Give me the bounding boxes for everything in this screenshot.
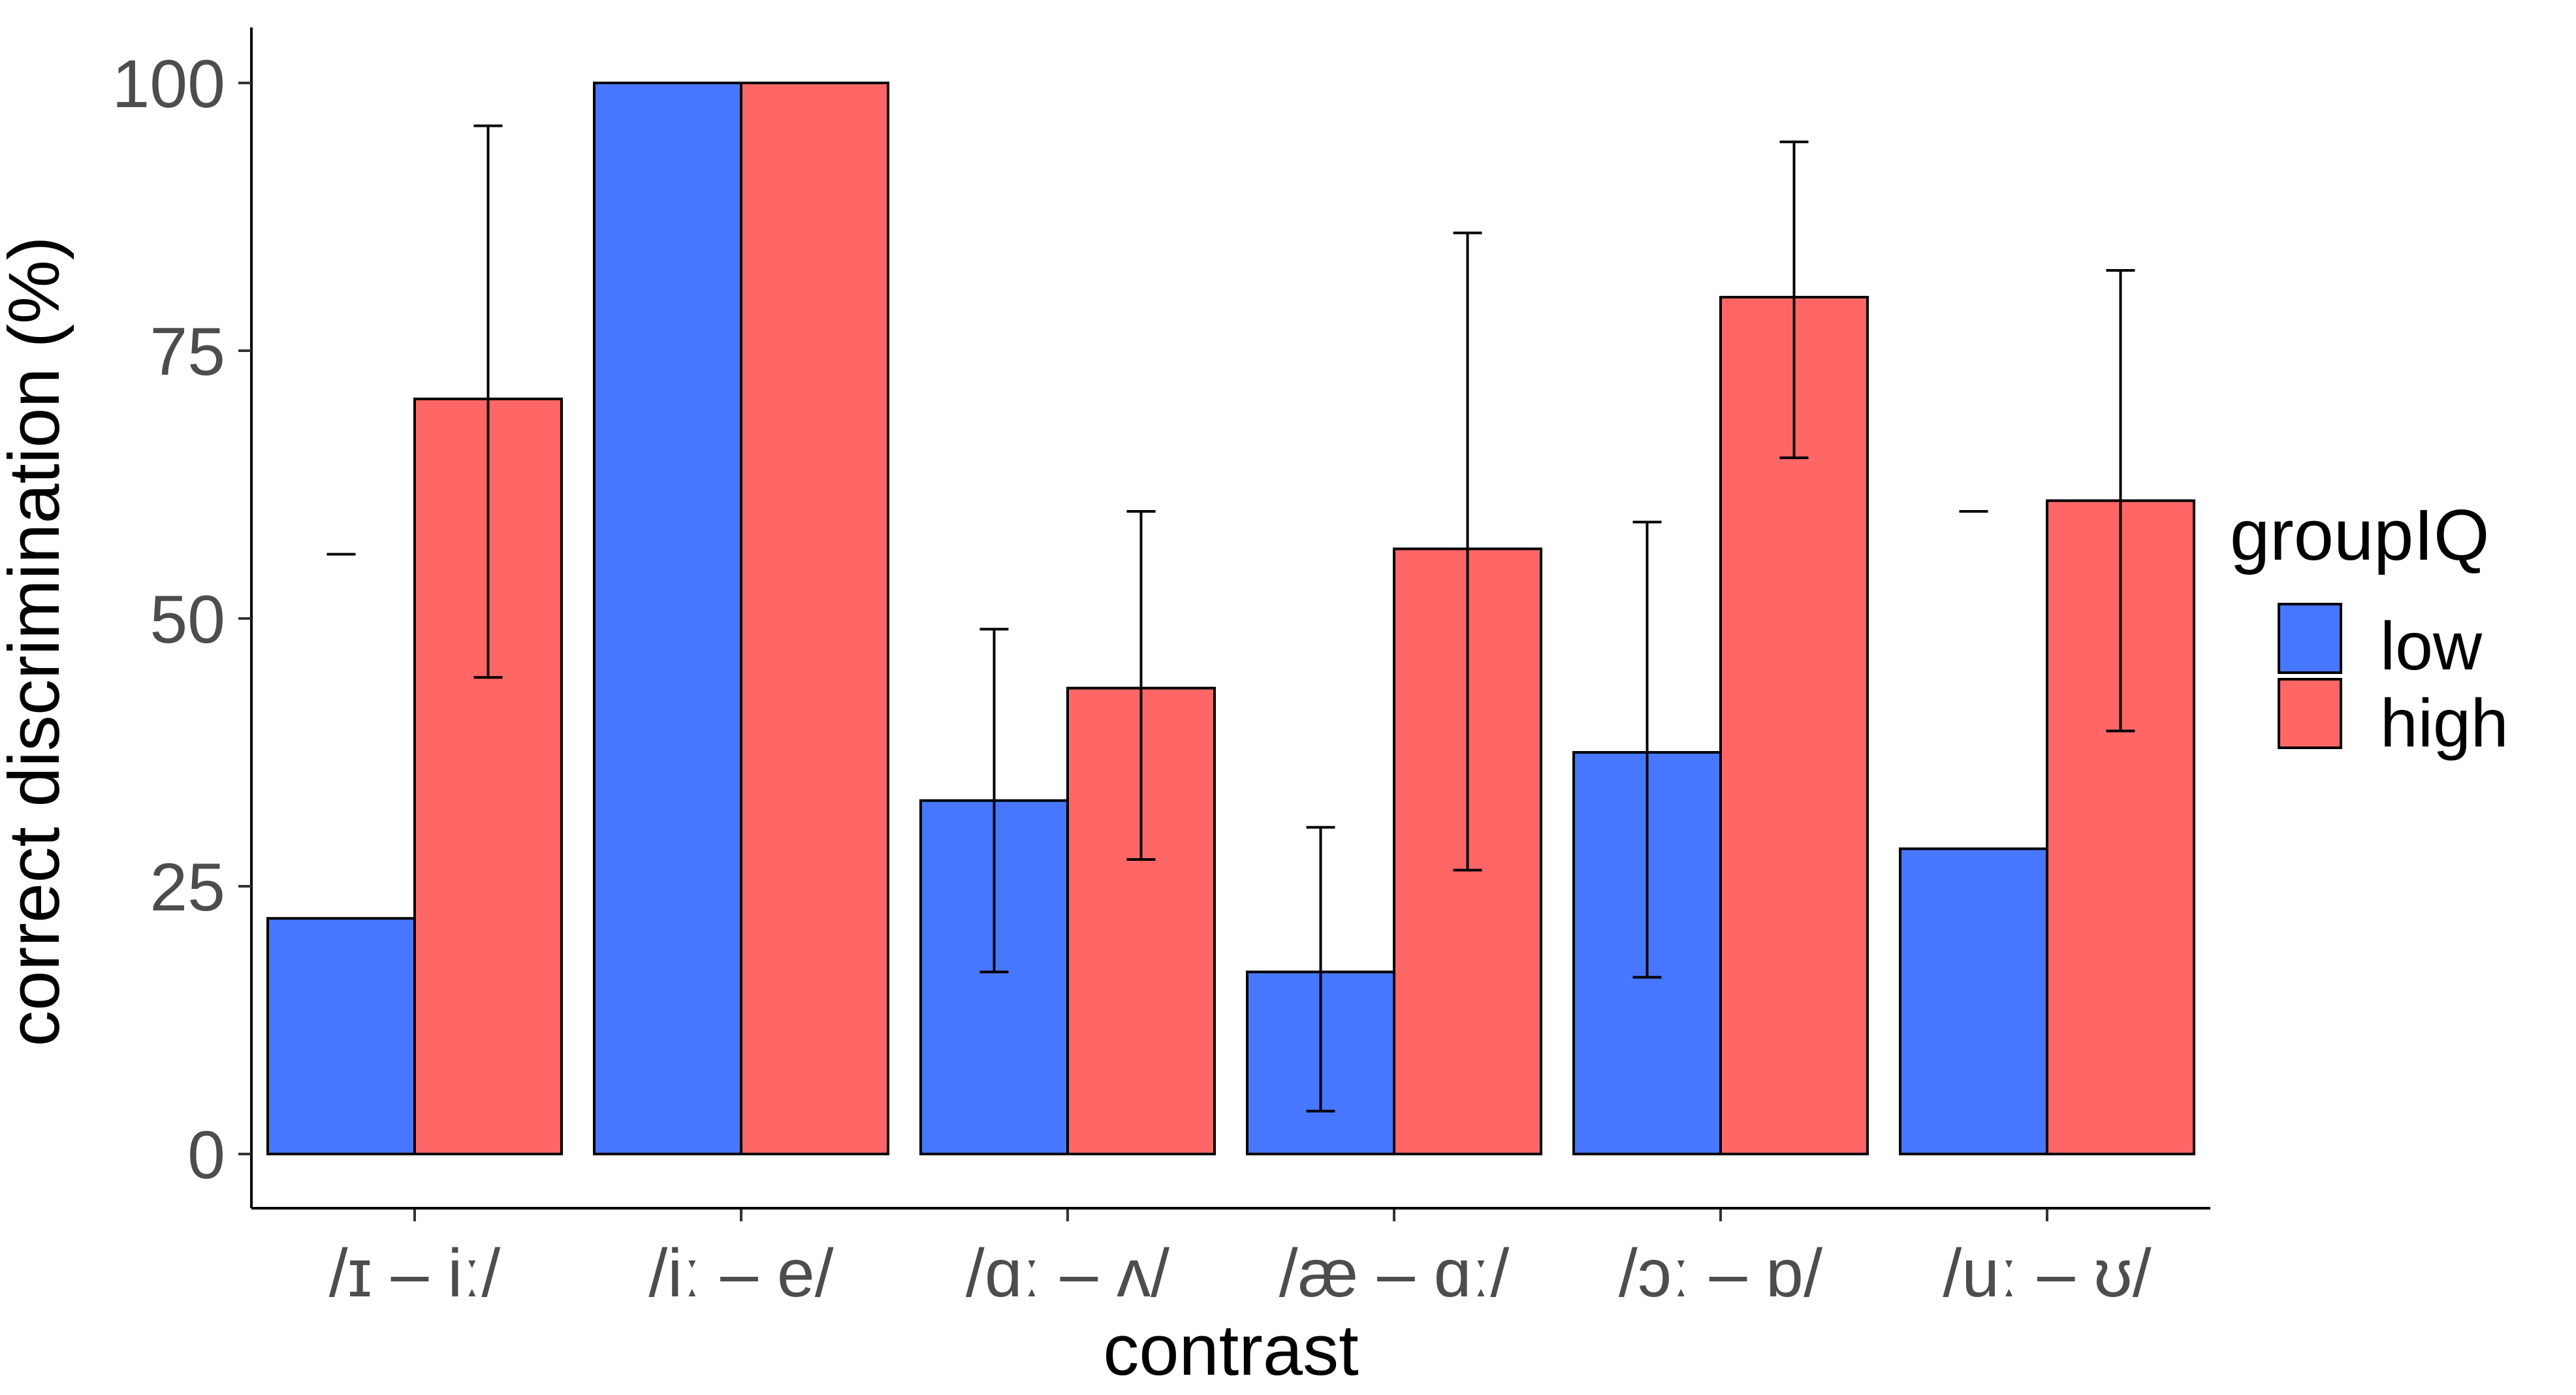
legend-label-low: low: [2380, 609, 2483, 684]
y-tick-label: 100: [112, 46, 225, 122]
bar-low-5: [1899, 847, 2048, 1155]
x-tick-label: /ɑː – ʌ/: [966, 1236, 1169, 1311]
y-tick-label: 25: [150, 850, 225, 925]
legend-title: groupIQ: [2230, 495, 2489, 575]
error-bar-high-3: [1453, 231, 1482, 872]
bar-high-1: [740, 82, 889, 1155]
x-tick-label: /ɪ – iː/: [329, 1236, 501, 1311]
y-tick-label: 50: [150, 582, 225, 658]
legend-key-low: [2278, 603, 2342, 674]
x-tick-label: /iː – e/: [648, 1236, 833, 1311]
x-tick-label: /uː – ʊ/: [1943, 1236, 2151, 1311]
y-axis-title: correct discrimination (%): [0, 236, 74, 1047]
axes-layer: /ɪ – iː/ /iː – e/ /ɑː – ʌ/ /æ – ɑː/ /ɔː – ɒ/…: [112, 27, 2210, 1311]
legend-key-high: [2278, 678, 2342, 749]
x-tick-label: /ɔː – ɒ/: [1619, 1236, 1822, 1311]
legend-label-high: high: [2380, 686, 2509, 762]
error-bar-high-4: [1779, 140, 1809, 459]
error-bar-low-2: [979, 628, 1009, 974]
error-bar-high-0: [473, 124, 503, 679]
y-tick-label: 75: [150, 314, 225, 390]
error-bars-layer: [326, 124, 2135, 1113]
y-tick-label: 0: [187, 1117, 225, 1193]
error-bar-low-3: [1306, 826, 1335, 1113]
legend: groupIQ low high: [2230, 495, 2509, 762]
error-bar-high-2: [1126, 510, 1156, 861]
error-bar-high-5: [2106, 269, 2135, 733]
x-axis-title: contrast: [1103, 1310, 1358, 1390]
x-tick-label: /æ – ɑː/: [1279, 1236, 1510, 1311]
bar-low-0: [266, 917, 416, 1155]
bars-layer: [266, 82, 2195, 1156]
bar-low-1: [593, 82, 742, 1155]
error-bar-low-4: [1632, 521, 1662, 979]
